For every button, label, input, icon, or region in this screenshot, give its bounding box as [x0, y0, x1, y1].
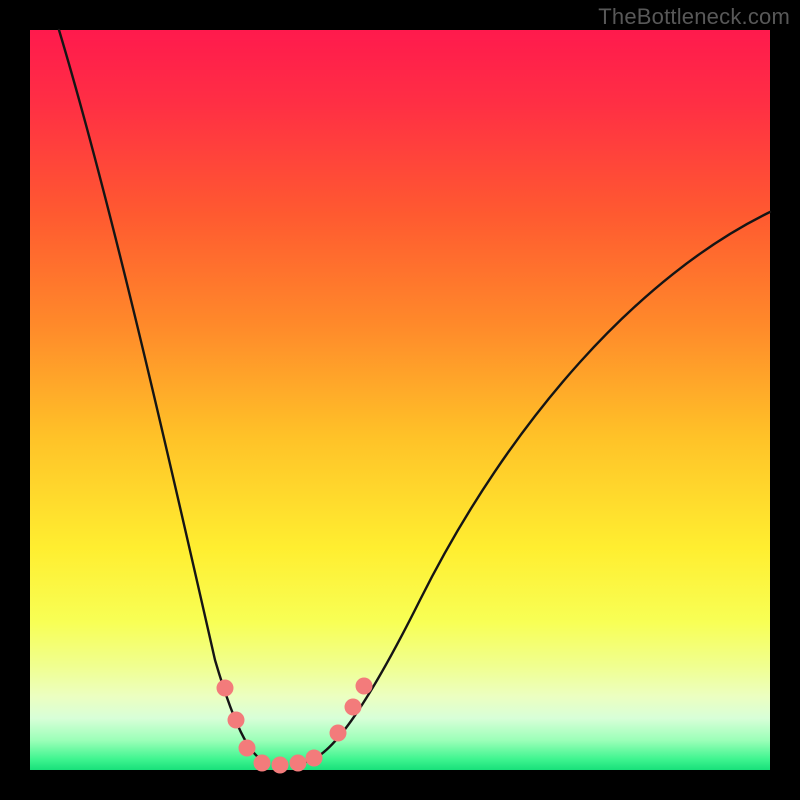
- chart-canvas: TheBottleneck.com: [0, 0, 800, 800]
- watermark-text: TheBottleneck.com: [598, 4, 790, 30]
